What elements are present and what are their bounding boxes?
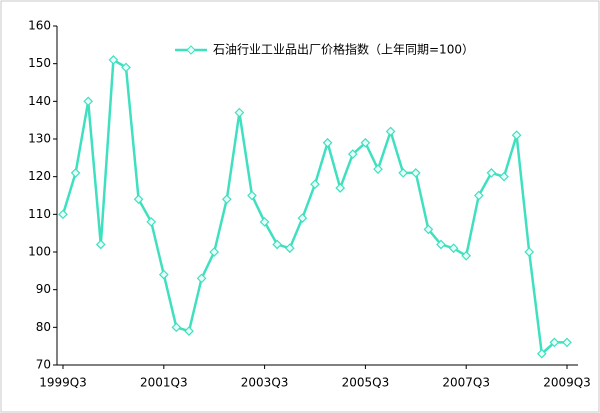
data-point — [297, 213, 308, 223]
y-tick-label: 80 — [36, 320, 51, 334]
data-point — [108, 55, 119, 65]
data-point — [158, 269, 169, 280]
data-point — [171, 322, 182, 333]
data-point — [511, 130, 522, 141]
y-tick-label: 160 — [28, 19, 51, 33]
data-point — [335, 183, 346, 193]
y-tick-label: 110 — [28, 207, 51, 221]
data-point — [423, 224, 434, 235]
data-point — [284, 243, 295, 254]
data-point — [196, 273, 207, 284]
data-point — [486, 168, 497, 178]
data-point — [234, 107, 245, 118]
data-point — [360, 137, 371, 148]
legend-label: 石油行业工业品出厂价格指数（上年同期=100） — [213, 42, 474, 57]
data-point — [310, 179, 320, 190]
data-point — [121, 62, 131, 73]
y-tick-label: 100 — [28, 245, 51, 259]
data-point — [562, 337, 572, 348]
data-point — [499, 171, 509, 182]
data-point — [473, 190, 484, 201]
data-point — [436, 239, 446, 250]
data-point — [398, 168, 409, 178]
data-point — [259, 217, 270, 227]
data-point — [146, 217, 157, 227]
data-point — [133, 194, 144, 205]
data-point — [322, 137, 333, 148]
data-point — [347, 149, 358, 159]
data-point — [536, 348, 547, 359]
data-point — [58, 209, 68, 220]
data-point — [461, 250, 472, 261]
data-point — [448, 243, 459, 254]
x-tick-label: 2003Q3 — [241, 376, 289, 390]
y-tick-label: 120 — [28, 169, 51, 183]
data-point — [184, 326, 194, 336]
data-point — [95, 239, 106, 250]
data-point — [209, 247, 220, 257]
legend-marker — [186, 45, 196, 55]
x-tick-label: 2005Q3 — [342, 376, 390, 390]
x-tick-label: 1999Q3 — [39, 376, 87, 390]
data-point — [221, 194, 232, 205]
data-point — [524, 247, 535, 257]
data-point — [272, 239, 283, 250]
x-tick-label: 2001Q3 — [140, 376, 188, 390]
data-point — [83, 96, 94, 107]
data-point — [373, 164, 383, 174]
y-tick-label: 140 — [28, 94, 51, 108]
data-point — [385, 126, 396, 137]
y-tick-label: 150 — [28, 56, 51, 70]
y-tick-label: 90 — [36, 282, 51, 296]
y-tick-label: 70 — [36, 358, 51, 372]
data-point — [410, 168, 421, 178]
data-point — [549, 337, 560, 348]
y-tick-label: 130 — [28, 132, 51, 146]
x-tick-label: 2009Q3 — [543, 376, 591, 390]
data-point — [70, 168, 81, 178]
x-tick-label: 2007Q3 — [442, 376, 490, 390]
data-point — [247, 190, 257, 201]
